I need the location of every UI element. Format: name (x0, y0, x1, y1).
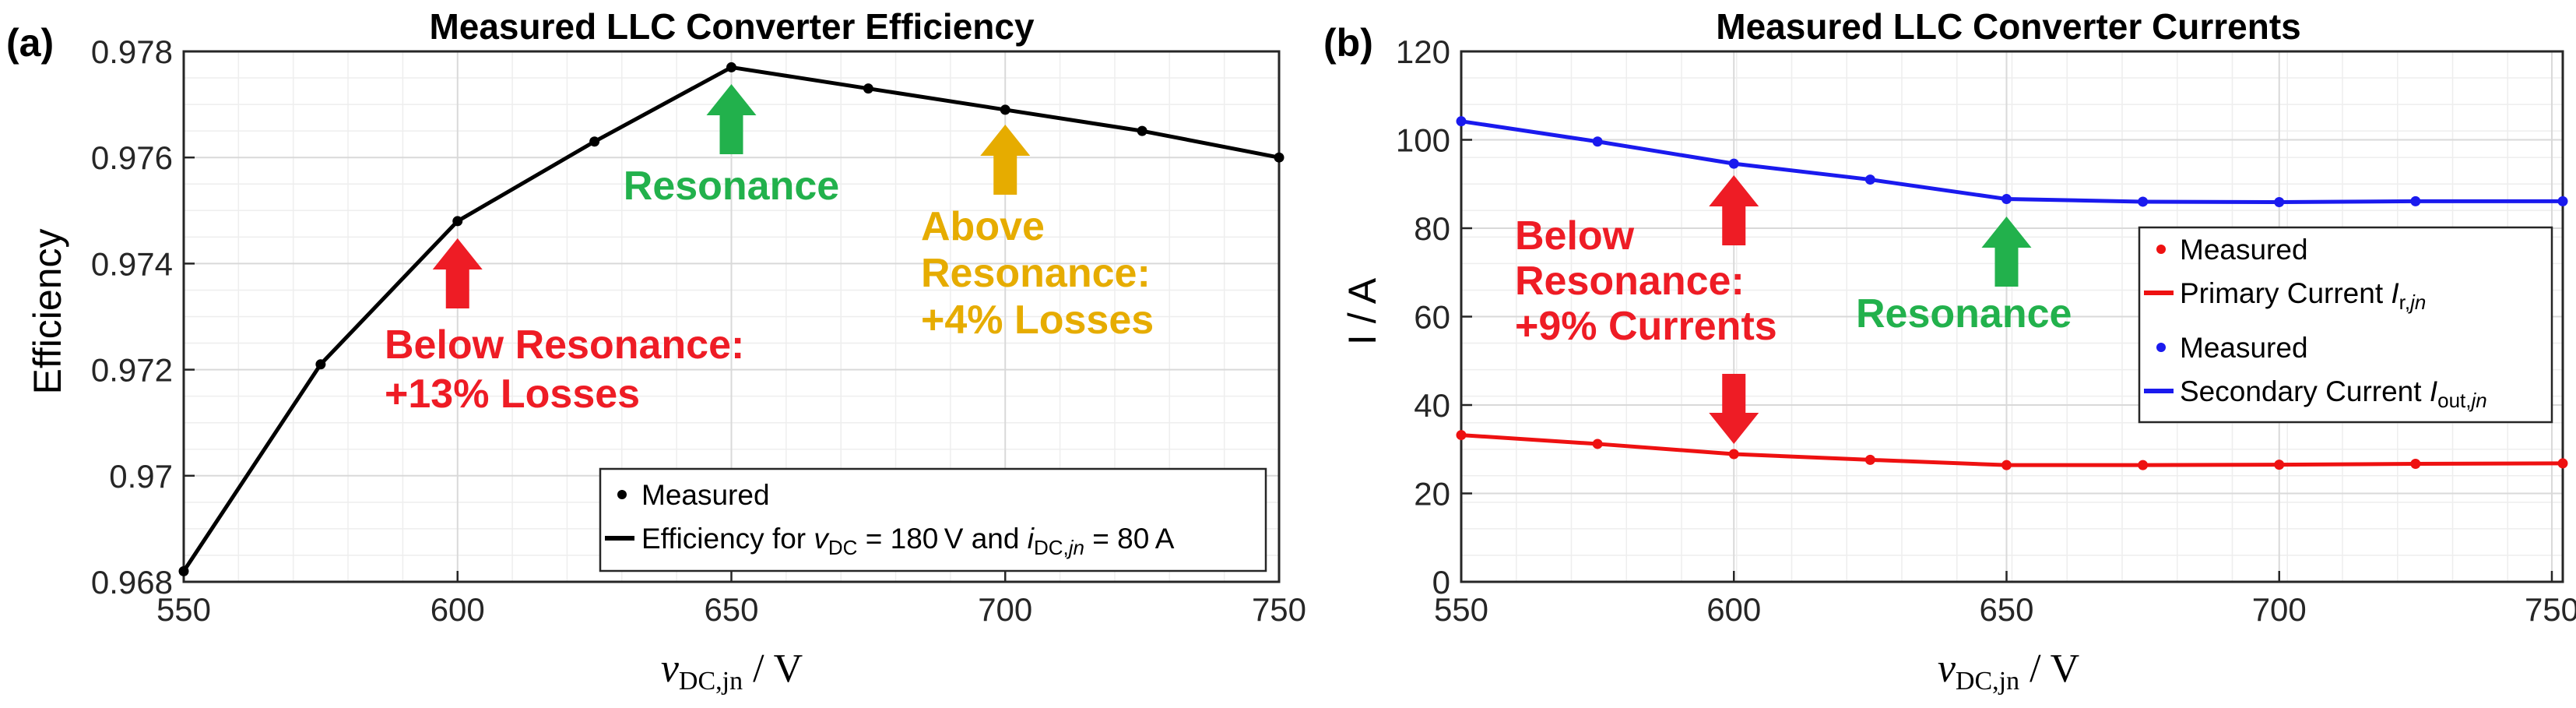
panel-b-xlabel: vDC,jn / V (1938, 646, 2079, 696)
panel-b-y-tick-label: 120 (1396, 33, 1450, 70)
panel-b-data-point-1 (1456, 116, 1467, 127)
panel-b-y-tick-label: 80 (1414, 210, 1450, 247)
panel-a-y-tick-label: 0.976 (91, 139, 173, 176)
panel-b-data-point-0 (1456, 430, 1467, 441)
panel-b-data-point-1 (2410, 195, 2421, 206)
panel-b-legend: Measured Primary Current Ir,jn Measured … (2138, 226, 2553, 424)
panel-a-ticks: 550 600 650 700 750 0.968 0.97 0.972 0.974 0.976 0… (91, 33, 1306, 628)
panel-b-data-point-1 (1864, 174, 1875, 185)
panel-a-data-point-0 (726, 62, 736, 72)
panel-b-legend-box (2138, 226, 2553, 424)
panel-a-data-point-0 (1000, 104, 1010, 115)
panel-a-below-resonance-arrow (432, 238, 483, 308)
panel-a-legend-marker (617, 490, 627, 499)
panel-a-y-tick-label: 0.97 (109, 458, 173, 495)
panel-a-data-point-0 (589, 136, 600, 147)
panel-a-x-tick-label: 600 (431, 591, 485, 628)
panel-b-data-point-0 (1728, 449, 1739, 460)
panel-b-legend-marker-primary (2156, 245, 2166, 254)
panel-b-x-tick-label: 600 (1706, 591, 1761, 628)
panel-b-resonance-arrow (1981, 217, 2032, 287)
panel-a-ylabel: Efficiency (26, 228, 69, 394)
panel-a-data-point-0 (178, 565, 189, 576)
panel-a-legend: Measured Efficiency for vDC = 180 V and … (599, 467, 1267, 572)
panel-b-x-tick-label: 650 (1979, 591, 2033, 628)
panel-a-x-tick-label: 550 (156, 591, 211, 628)
panel-b: (b) Measured LLC Converter Currents I / … (1323, 6, 2576, 696)
panel-a-x-tick-label: 750 (1252, 591, 1306, 628)
panel-b-legend-measured-primary: Measured (2180, 234, 2308, 266)
panel-a-data-point-0 (1137, 125, 1147, 136)
panel-b-legend-measured-secondary: Measured (2180, 332, 2308, 364)
panel-b-x-tick-label: 550 (1434, 591, 1488, 628)
panel-b-legend-primary-current: Primary Current Ir,jn (2180, 277, 2426, 314)
panel-b-series (1456, 116, 2568, 470)
panel-a-resonance-arrow (706, 84, 757, 154)
panel-a-y-tick-label: 0.974 (91, 245, 173, 282)
panel-b-frame (1460, 50, 2564, 583)
panel-b-label: (b) (1323, 21, 1373, 65)
panel-a-resonance-label: Resonance (624, 164, 839, 209)
panel-b-below-resonance-label: Below Resonance: +9% Currents (1515, 213, 1777, 349)
panel-a-legend-measured: Measured (641, 479, 770, 511)
panel-a-y-tick-label: 0.978 (91, 33, 173, 70)
panel-b-y-tick-label: 0 (1432, 564, 1450, 601)
panel-a-legend-efficiency: Efficiency for vDC = 180 V and iDC,jn = … (641, 523, 1175, 559)
panel-b-legend-marker-secondary (2156, 343, 2166, 352)
panel-b-data-point-1 (2138, 196, 2149, 207)
panel-a-label: (a) (6, 21, 54, 65)
panel-b-data-point-1 (2557, 195, 2568, 206)
panel-b-ticks: 550 600 650 700 750 0 20 40 60 80 100 120 (1396, 33, 2576, 628)
panel-a-series (178, 62, 1284, 576)
panel-a-frame (182, 50, 1281, 583)
panel-b-data-point-1 (1592, 136, 1603, 147)
panel-a-data-point-0 (452, 216, 463, 227)
panel-b-data-point-0 (2138, 460, 2149, 470)
panel-b-data-point-1 (1728, 158, 1739, 169)
panel-a-below-resonance-label: Below Resonance: +13% Losses (385, 322, 744, 417)
panel-b-below-resonance-arrow-up (1709, 175, 1759, 245)
panel-b-y-tick-label: 40 (1414, 387, 1450, 424)
panel-b-data-point-1 (2001, 194, 2012, 205)
panel-b-data-point-0 (1864, 454, 1875, 465)
panel-a-y-tick-label: 0.968 (91, 564, 173, 601)
panel-b-data-point-0 (1592, 439, 1603, 449)
panel-a-legend-box (599, 467, 1267, 572)
panel-b-below-resonance-arrow-down (1709, 374, 1759, 444)
panel-a-data-point-0 (1274, 152, 1284, 163)
panel-a: (a) Measured LLC Converter Efficiency Ef… (6, 6, 1306, 696)
panel-b-data-point-0 (2274, 460, 2285, 470)
panel-a-y-tick-label: 0.972 (91, 352, 173, 389)
panel-b-x-tick-label: 700 (2252, 591, 2307, 628)
panel-b-data-point-0 (2001, 460, 2012, 470)
panel-a-x-tick-label: 700 (978, 591, 1032, 628)
panel-a-above-resonance-label: Above Resonance: +4% Losses (921, 204, 1154, 343)
panel-b-y-tick-label: 60 (1414, 299, 1450, 336)
panel-a-x-tick-label: 650 (704, 591, 758, 628)
panel-b-data-point-1 (2274, 197, 2285, 208)
panel-b-data-point-0 (2557, 458, 2568, 469)
panel-b-data-point-0 (2410, 458, 2421, 469)
panel-b-ylabel: I / A (1341, 277, 1384, 345)
panel-a-data-point-0 (863, 83, 873, 94)
panel-b-annotations: Below Resonance: +9% Currents Resonance (1515, 175, 2072, 444)
panel-b-y-tick-label: 100 (1396, 122, 1450, 159)
panel-b-x-tick-label: 750 (2525, 591, 2576, 628)
panel-a-data-point-0 (315, 359, 326, 370)
panel-b-y-tick-label: 20 (1414, 476, 1450, 513)
panel-b-title: Measured LLC Converter Currents (1716, 6, 2301, 47)
panel-a-xlabel: vDC,jn / V (661, 646, 803, 696)
panel-b-resonance-label: Resonance (1856, 291, 2072, 336)
panel-a-title: Measured LLC Converter Efficiency (429, 6, 1035, 47)
panel-a-annotations: Resonance Above Resonance: +4% Losses Below … (385, 84, 1154, 417)
panel-a-above-resonance-arrow (980, 125, 1031, 195)
panel-b-legend-secondary-current: Secondary Current Iout,jn (2180, 375, 2487, 412)
